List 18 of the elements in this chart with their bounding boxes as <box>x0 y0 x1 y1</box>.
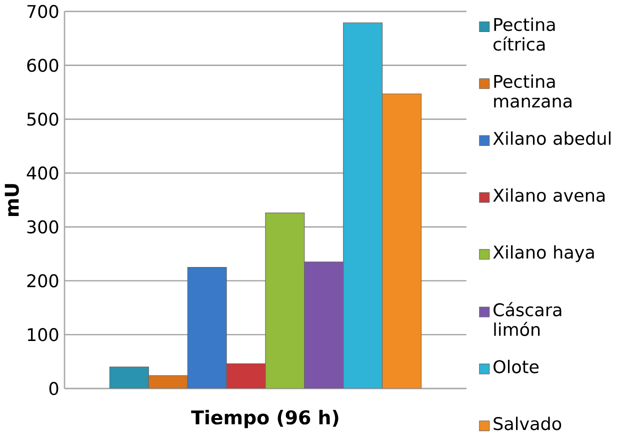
y-tick-label: 0 <box>49 382 58 396</box>
legend-label: Xilano avena <box>493 188 605 202</box>
legend-label: Salvado <box>494 416 562 430</box>
y-tick-label: 500 <box>27 112 58 126</box>
legend-label: Pectina cítrica <box>494 18 555 51</box>
legend-label: Cáscara limón <box>494 302 562 336</box>
y-tick-label: 700 <box>27 4 58 18</box>
y-tick-label: 100 <box>28 328 58 342</box>
y-tick-label: 400 <box>26 166 58 180</box>
y-tick-label: 200 <box>27 274 58 288</box>
legend-label: Xilano haya <box>493 245 594 262</box>
legend-label: Olote <box>494 360 539 374</box>
legend-label: Xilano abedul <box>493 131 611 145</box>
x-axis-title: Tiempo (96 h) <box>191 410 338 428</box>
y-tick-label: 300 <box>27 220 58 234</box>
y-axis-title: mU <box>4 184 19 216</box>
legend-label: Pectina manzana <box>494 74 572 108</box>
y-tick-label: 600 <box>27 58 58 72</box>
